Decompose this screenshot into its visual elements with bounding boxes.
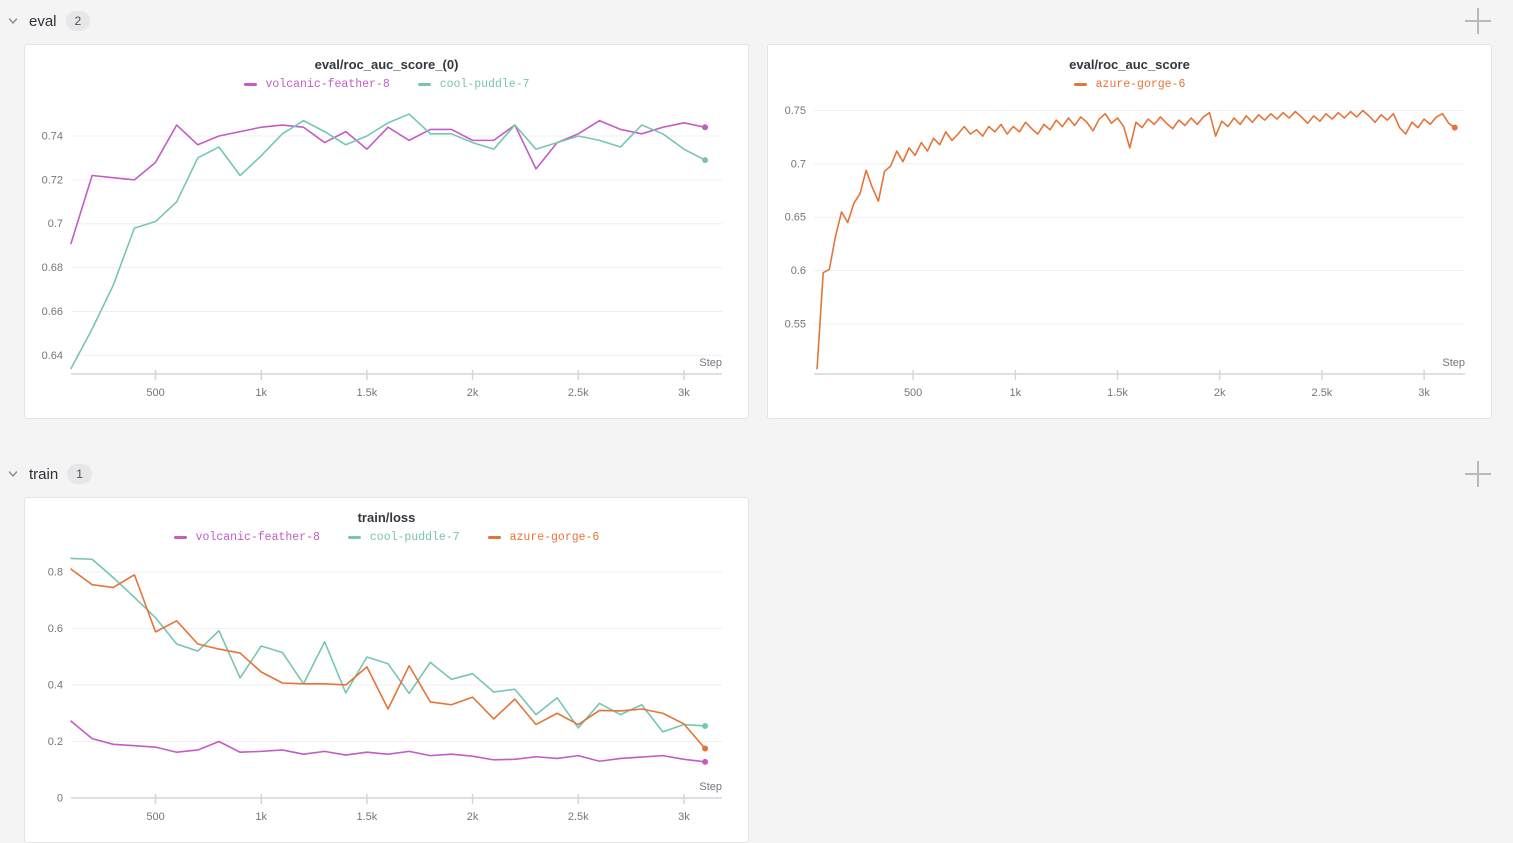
- legend-swatch-icon: [243, 82, 257, 86]
- panel-count-badge: 1: [67, 464, 92, 484]
- chart-legend: volcanic-feather-8 cool-puddle-7: [25, 74, 748, 94]
- svg-text:0.68: 0.68: [42, 262, 63, 274]
- legend-swatch-icon: [347, 535, 361, 539]
- section-eval: eval 2 eval/roc_auc_score_(0) volcanic-f…: [0, 0, 1513, 419]
- svg-text:0.72: 0.72: [42, 174, 63, 186]
- chart-title: eval/roc_auc_score: [1069, 57, 1190, 72]
- train-charts-row: train/loss volcanic-feather-8 cool-puddle…: [0, 497, 1513, 843]
- svg-text:0.8: 0.8: [48, 566, 63, 578]
- svg-text:0.65: 0.65: [785, 212, 806, 224]
- svg-text:2k: 2k: [467, 387, 479, 399]
- panel-eval-roc-auc-score-0[interactable]: eval/roc_auc_score_(0) volcanic-feather-…: [24, 44, 749, 419]
- legend-swatch-icon: [417, 82, 431, 86]
- svg-text:2.5k: 2.5k: [568, 387, 589, 399]
- legend-run-name: cool-puddle-7: [439, 77, 530, 91]
- legend-item-volcanic-feather-8[interactable]: volcanic-feather-8: [173, 530, 320, 544]
- svg-text:0.2: 0.2: [48, 736, 63, 748]
- svg-text:0.55: 0.55: [785, 318, 806, 330]
- legend-run-name: volcanic-feather-8: [195, 530, 320, 544]
- chart-title: train/loss: [357, 510, 416, 525]
- svg-text:0.7: 0.7: [48, 218, 63, 230]
- svg-text:2.5k: 2.5k: [568, 811, 589, 823]
- svg-text:3k: 3k: [1418, 387, 1430, 399]
- svg-text:0.74: 0.74: [42, 131, 63, 143]
- svg-text:500: 500: [146, 811, 164, 823]
- legend-item-azure-gorge-6[interactable]: azure-gorge-6: [1073, 77, 1186, 91]
- chevron-down-icon[interactable]: [6, 467, 20, 481]
- panel-count-badge: 2: [65, 11, 91, 31]
- chart-title: eval/roc_auc_score_(0): [314, 57, 459, 72]
- add-panel-plus-icon[interactable]: [1463, 459, 1493, 489]
- svg-text:2.5k: 2.5k: [1312, 387, 1333, 399]
- add-panel-plus-icon[interactable]: [1463, 6, 1493, 36]
- svg-text:1k: 1k: [255, 811, 267, 823]
- svg-text:0.75: 0.75: [785, 105, 806, 117]
- legend-run-name: azure-gorge-6: [1095, 77, 1186, 91]
- svg-text:0.64: 0.64: [42, 350, 63, 362]
- svg-text:Step: Step: [1442, 357, 1465, 369]
- svg-text:1.5k: 1.5k: [1107, 387, 1128, 399]
- eval-charts-row: eval/roc_auc_score_(0) volcanic-feather-…: [0, 44, 1513, 419]
- legend-item-azure-gorge-6[interactable]: azure-gorge-6: [487, 530, 600, 544]
- chart-plot[interactable]: 0 0.2 0.4 0.6 0.8 500 1k 1.5k 2k 2.5k 3k Step: [25, 547, 748, 840]
- chart-legend: volcanic-feather-8 cool-puddle-7 azure-gor…: [25, 527, 748, 547]
- legend-swatch-icon: [487, 535, 501, 539]
- svg-text:0.7: 0.7: [791, 158, 806, 170]
- svg-text:500: 500: [146, 387, 164, 399]
- chevron-down-icon[interactable]: [6, 14, 20, 28]
- svg-text:3k: 3k: [678, 811, 690, 823]
- svg-text:0.6: 0.6: [48, 623, 63, 635]
- legend-swatch-icon: [1073, 82, 1087, 86]
- legend-run-name: volcanic-feather-8: [265, 77, 390, 91]
- svg-text:0.6: 0.6: [791, 265, 806, 277]
- chart-plot[interactable]: 0.64 0.66 0.68 0.7 0.72 0.74 500 1k 1.5k 2k 2.5k 3k…: [25, 94, 748, 416]
- svg-text:1.5k: 1.5k: [357, 387, 378, 399]
- svg-text:3k: 3k: [678, 387, 690, 399]
- panel-eval-roc-auc-score[interactable]: eval/roc_auc_score azure-gorge-6 0.55 0.6…: [767, 44, 1492, 419]
- svg-text:2k: 2k: [467, 811, 479, 823]
- chart-legend: azure-gorge-6: [768, 74, 1491, 94]
- section-title: train: [29, 465, 59, 483]
- section-header-train[interactable]: train 1: [0, 451, 1513, 497]
- svg-text:0.66: 0.66: [42, 306, 63, 318]
- legend-item-cool-puddle-7[interactable]: cool-puddle-7: [417, 77, 530, 91]
- svg-text:1k: 1k: [1010, 387, 1022, 399]
- section-header-eval[interactable]: eval 2: [0, 0, 1513, 44]
- svg-text:Step: Step: [699, 357, 722, 369]
- section-title: eval: [29, 12, 57, 30]
- panel-train-loss[interactable]: train/loss volcanic-feather-8 cool-puddle…: [24, 497, 749, 843]
- svg-text:0.4: 0.4: [48, 679, 63, 691]
- legend-item-cool-puddle-7[interactable]: cool-puddle-7: [347, 530, 460, 544]
- legend-swatch-icon: [173, 535, 187, 539]
- svg-text:0: 0: [57, 793, 63, 805]
- chart-plot[interactable]: 0.55 0.6 0.65 0.7 0.75 500 1k 1.5k 2k 2.5k 3k Step: [768, 94, 1491, 416]
- svg-text:500: 500: [904, 387, 922, 399]
- section-train: train 1 train/loss volcanic-feather-8 coo…: [0, 451, 1513, 843]
- legend-item-volcanic-feather-8[interactable]: volcanic-feather-8: [243, 77, 390, 91]
- svg-text:Step: Step: [699, 781, 722, 793]
- legend-run-name: cool-puddle-7: [369, 530, 460, 544]
- svg-text:1k: 1k: [255, 387, 267, 399]
- svg-text:1.5k: 1.5k: [357, 811, 378, 823]
- legend-run-name: azure-gorge-6: [509, 530, 600, 544]
- svg-text:2k: 2k: [1214, 387, 1226, 399]
